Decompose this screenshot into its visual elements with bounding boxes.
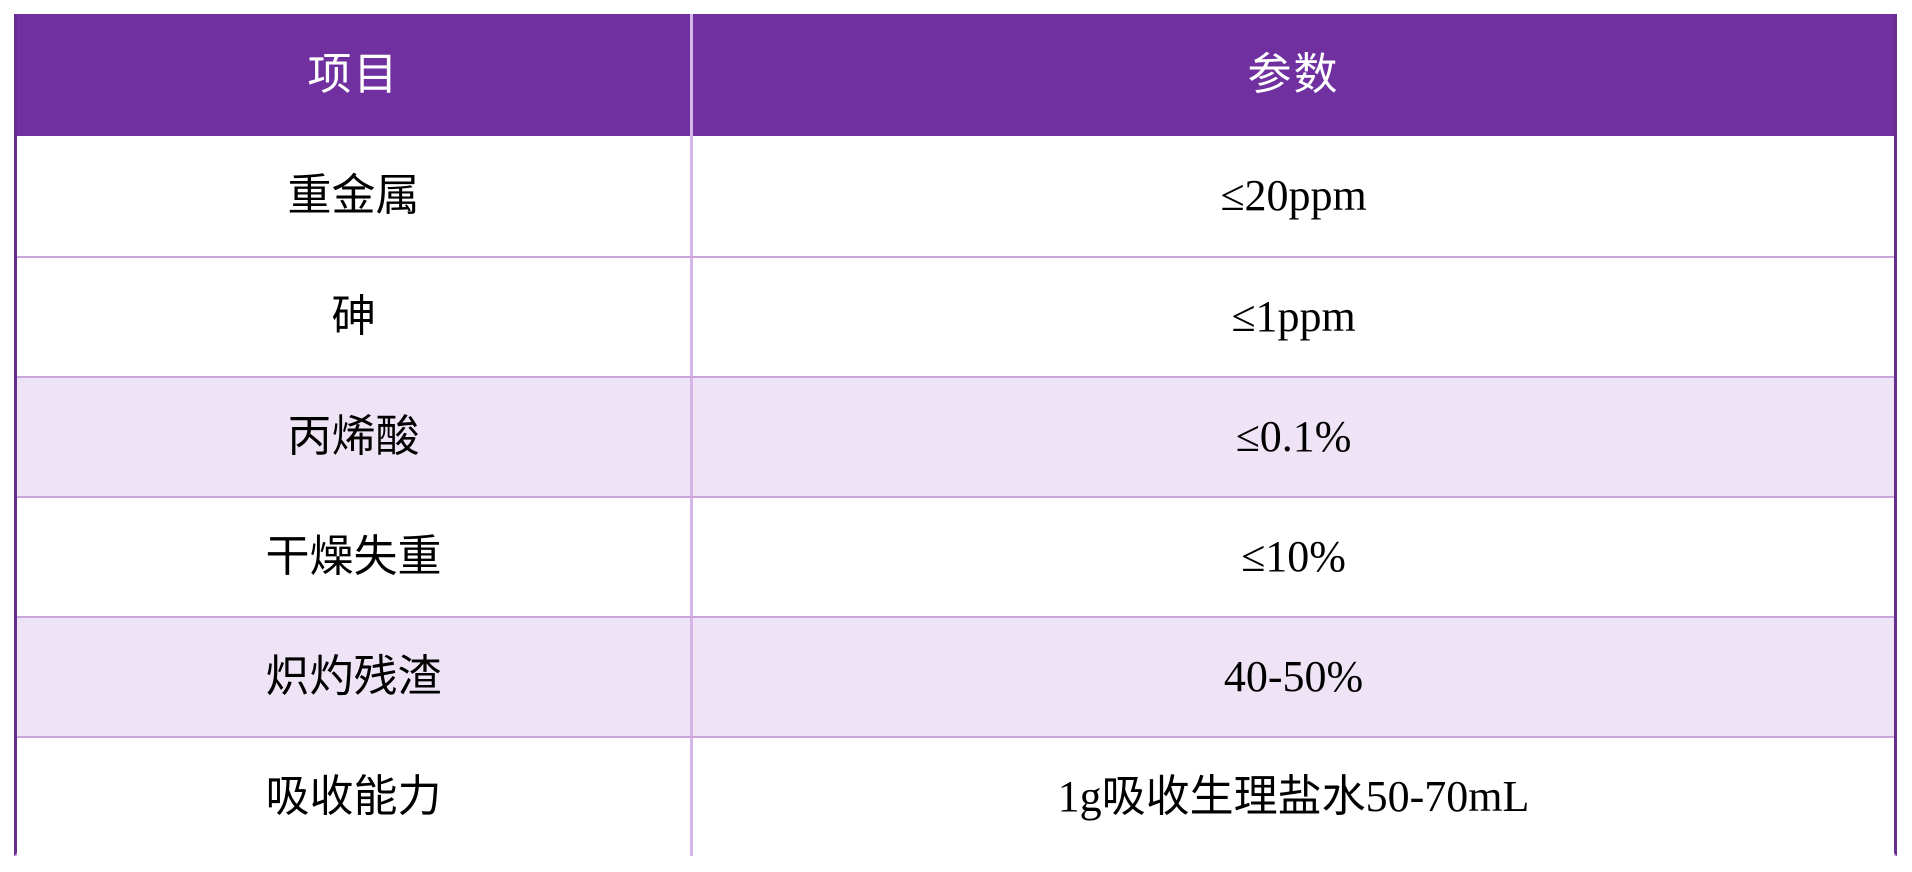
table-row-arsenic: 砷 ≤1ppm <box>17 256 1894 376</box>
value-cell: ≤0.1% <box>693 378 1894 496</box>
value-cell: 1g吸收生理盐水50-70mL <box>693 738 1894 856</box>
value-cell: 40-50% <box>693 618 1894 736</box>
header-item-label: 项目 <box>307 49 400 99</box>
value-cell: ≤1ppm <box>693 258 1894 376</box>
item-cell: 吸收能力 <box>17 738 693 856</box>
value-text: 1g吸收生理盐水50-70mL <box>1057 771 1530 821</box>
header-parameter-label: 参数 <box>1247 49 1340 99</box>
table-header-row: 项目 参数 <box>17 14 1894 136</box>
table-row-residue-on-ignition: 炽灼残渣 40-50% <box>17 616 1894 736</box>
table-row-absorption-capacity: 吸收能力 1g吸收生理盐水50-70mL <box>17 736 1894 856</box>
product-spec-table: 项目 参数 重金属 ≤20ppm 砷 ≤1ppm 丙烯酸 ≤0.1% 干燥失重 <box>14 14 1897 856</box>
table-row-loss-on-drying: 干燥失重 ≤10% <box>17 496 1894 616</box>
value-text: ≤0.1% <box>1235 411 1352 461</box>
header-cell-item: 项目 <box>17 14 693 136</box>
item-cell: 砷 <box>17 258 693 376</box>
item-text: 丙烯酸 <box>287 411 420 461</box>
item-cell: 干燥失重 <box>17 498 693 616</box>
table-row-heavy-metals: 重金属 ≤20ppm <box>17 136 1894 256</box>
value-text: ≤1ppm <box>1231 291 1356 341</box>
item-text: 砷 <box>331 291 376 341</box>
value-text: ≤10% <box>1241 531 1346 581</box>
value-cell: ≤10% <box>693 498 1894 616</box>
value-text: ≤20ppm <box>1220 170 1367 220</box>
item-cell: 丙烯酸 <box>17 378 693 496</box>
value-text: 40-50% <box>1223 651 1364 701</box>
header-cell-parameter: 参数 <box>693 14 1894 136</box>
table-row-acrylic-acid: 丙烯酸 ≤0.1% <box>17 376 1894 496</box>
item-text: 炽灼残渣 <box>265 651 442 701</box>
value-cell: ≤20ppm <box>693 136 1894 256</box>
item-text: 重金属 <box>287 170 420 220</box>
item-cell: 重金属 <box>17 136 693 256</box>
item-text: 干燥失重 <box>265 531 442 581</box>
item-cell: 炽灼残渣 <box>17 618 693 736</box>
item-text: 吸收能力 <box>265 771 442 821</box>
